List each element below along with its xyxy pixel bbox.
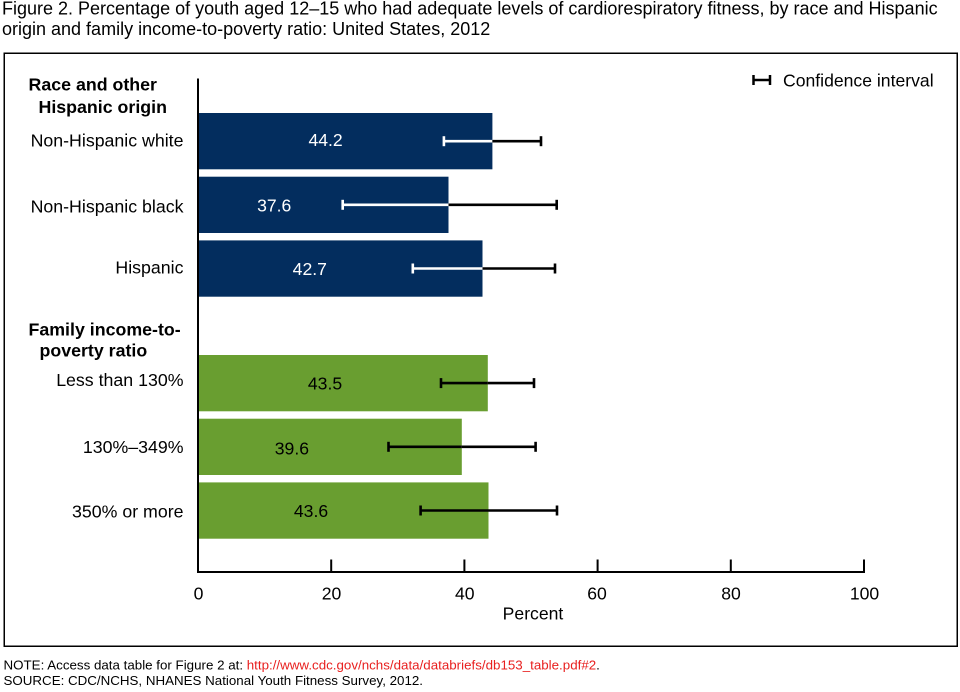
svg-text:43.6: 43.6 xyxy=(294,501,328,521)
svg-text:Race and other: Race and other xyxy=(29,75,158,95)
svg-text:42.7: 42.7 xyxy=(293,259,327,279)
svg-text:20: 20 xyxy=(322,584,342,604)
svg-text:130%–349%: 130%–349% xyxy=(83,437,184,457)
svg-text:60: 60 xyxy=(587,584,607,604)
svg-text:350% or more: 350% or more xyxy=(72,502,184,522)
svg-text:40: 40 xyxy=(455,584,475,604)
svg-text:SOURCE: CDC/NCHS, NHANES Natio: SOURCE: CDC/NCHS, NHANES National Youth … xyxy=(4,673,424,688)
svg-text:Figure 2. Percentage of youth: Figure 2. Percentage of youth aged 12–15… xyxy=(2,0,938,19)
svg-text:0: 0 xyxy=(194,584,204,604)
svg-text:Non-Hispanic white: Non-Hispanic white xyxy=(31,131,184,151)
svg-text:100: 100 xyxy=(850,584,880,604)
svg-text:Non-Hispanic black: Non-Hispanic black xyxy=(31,196,184,216)
svg-text:Hispanic: Hispanic xyxy=(115,258,183,278)
svg-text:44.2: 44.2 xyxy=(308,130,342,150)
svg-text:Less than 130%: Less than 130% xyxy=(56,370,184,390)
svg-text:80: 80 xyxy=(721,584,741,604)
svg-text:43.5: 43.5 xyxy=(308,373,342,393)
svg-text:Confidence interval: Confidence interval xyxy=(783,71,934,91)
svg-text:origin and family income-to-po: origin and family income-to-poverty rati… xyxy=(2,19,490,39)
svg-text:Family income-to-: Family income-to- xyxy=(29,320,181,340)
svg-text:Hispanic origin: Hispanic origin xyxy=(39,97,167,117)
svg-text:poverty ratio: poverty ratio xyxy=(40,341,148,361)
svg-text:39.6: 39.6 xyxy=(275,438,309,458)
svg-text:NOTE: Access data table for Fi: NOTE: Access data table for Figure 2 at:… xyxy=(4,658,600,673)
svg-text:37.6: 37.6 xyxy=(257,196,291,216)
svg-text:Percent: Percent xyxy=(503,604,564,624)
